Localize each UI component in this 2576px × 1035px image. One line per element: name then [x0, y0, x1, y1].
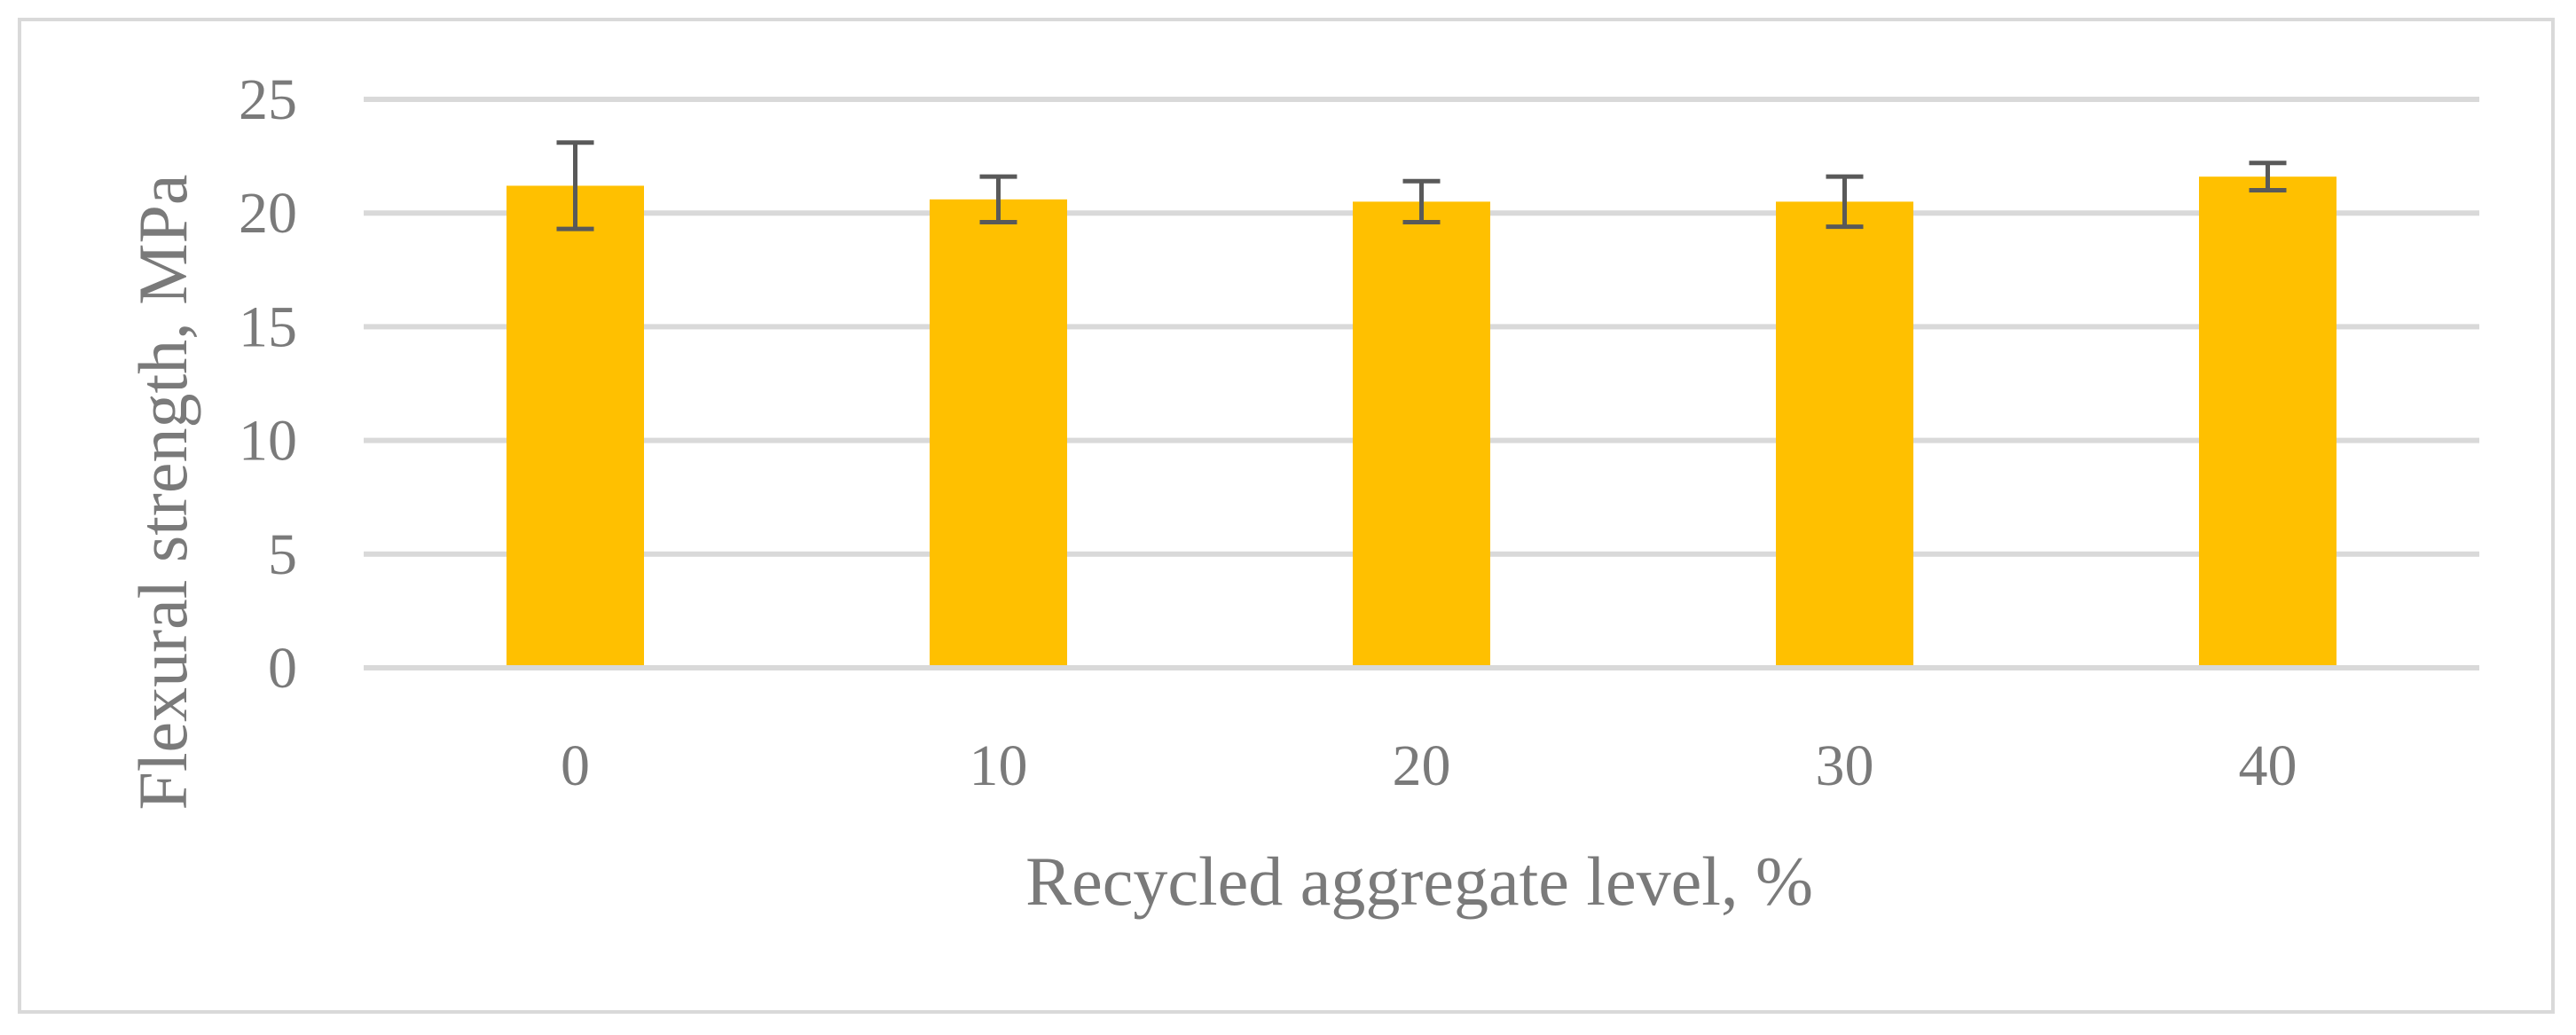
error-bar	[1402, 178, 1441, 224]
x-tick-label: 40	[2239, 733, 2297, 798]
bar	[930, 199, 1067, 666]
bar	[507, 185, 644, 665]
x-axis-ticks: 0 10 20 30 40	[561, 733, 2297, 798]
error-bar	[556, 140, 594, 231]
bar	[1776, 201, 1913, 665]
y-tick-label: 5	[268, 522, 297, 587]
error-bar	[2249, 161, 2287, 193]
y-tick-label: 15	[239, 294, 297, 359]
y-tick-label: 10	[239, 409, 297, 474]
y-tick-label: 25	[239, 67, 297, 132]
y-axis-title: Flexural strength, MPa	[124, 174, 201, 810]
x-tick-label: 30	[1816, 733, 1874, 798]
x-axis-title: Recycled aggregate level, %	[1025, 843, 1813, 920]
error-bar	[1826, 174, 1864, 230]
y-tick-label: 0	[268, 636, 297, 701]
chart-frame	[18, 18, 2555, 1014]
error-bar	[979, 174, 1017, 224]
x-tick-label: 0	[561, 733, 590, 798]
x-tick-label: 20	[1393, 733, 1451, 798]
y-tick-label: 20	[239, 181, 297, 246]
bars	[507, 176, 2336, 666]
bar	[2199, 176, 2336, 665]
x-tick-label: 10	[970, 733, 1028, 798]
bar	[1353, 201, 1490, 665]
error-bars	[556, 140, 2287, 231]
y-axis-ticks: 0 5 10 15 20 25	[239, 67, 297, 701]
